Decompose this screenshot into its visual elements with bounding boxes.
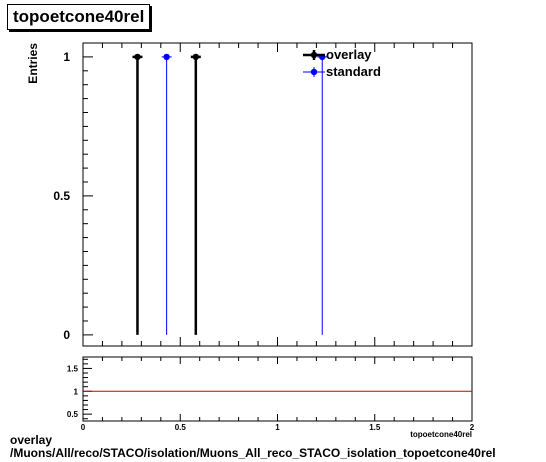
legend-marker-overlay <box>310 51 318 59</box>
x-tick-label: 0 <box>81 423 86 432</box>
overlay-point <box>134 53 141 61</box>
y-tick-label: 0.5 <box>53 189 70 203</box>
ratio-y-tick-label: 0.5 <box>67 410 79 419</box>
x-tick-label: 1 <box>275 423 280 432</box>
footer-caption: overlay /Muons/All/reco/STACO/isolation/… <box>10 434 496 460</box>
ratio-y-tick-label: 1.5 <box>67 364 79 373</box>
footer-line-1: overlay <box>10 433 53 447</box>
y-tick-label: 0 <box>63 328 70 342</box>
y-tick-label: 1 <box>63 50 70 64</box>
main-data-marks <box>132 53 328 335</box>
standard-point <box>163 53 170 61</box>
ratio-plot-frame <box>82 356 473 422</box>
ratio-axes: 0.511.50 0.5 1 1.5 2 <box>67 357 475 432</box>
legend-label-overlay: overlay <box>326 47 372 62</box>
overlay-point <box>192 53 200 61</box>
x-tick-label: 2 <box>470 423 475 432</box>
main-plot-frame <box>82 42 473 347</box>
main-axes: 00.51 <box>53 42 473 346</box>
chart-title: topoetcone40rel <box>7 4 151 30</box>
x-tick-label: 1.5 <box>369 423 381 432</box>
x-tick-label: 0.5 <box>175 423 187 432</box>
y-axis-label: Entries <box>26 43 40 84</box>
x-axis-label: topoetcone40rel <box>410 430 472 439</box>
legend-label-standard: standard <box>326 64 381 79</box>
legend-marker-standard <box>310 68 318 76</box>
legend: overlay standard <box>303 47 381 79</box>
footer-line-2: /Muons/All/reco/STACO/isolation/Muons_Al… <box>10 446 496 460</box>
ratio-y-tick-label: 1 <box>74 387 79 396</box>
